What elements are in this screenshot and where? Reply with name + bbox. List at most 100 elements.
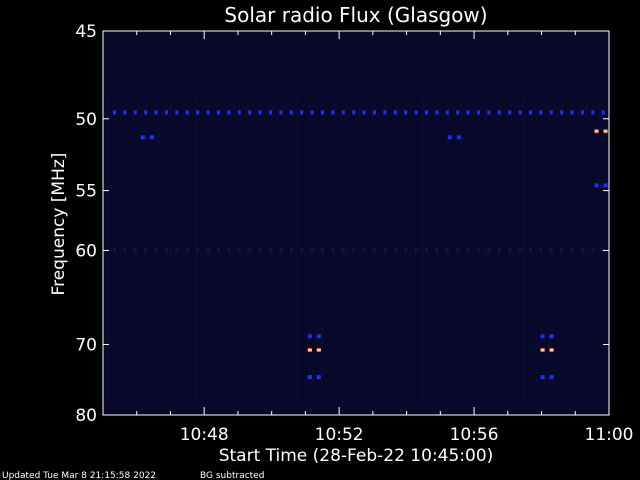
heatmap-band-cell [113,110,116,115]
heatmap-band-cell [165,110,168,115]
heatmap-column-texture [308,91,311,405]
heatmap-band-cell [331,248,335,253]
heatmap-burst-core [594,130,599,133]
heatmap-band-cell [217,248,220,253]
heatmap-band-cell [425,248,428,253]
heatmap-band-cell [549,248,553,253]
heatmap-column-texture [598,91,601,405]
heatmap-band-cell [601,110,605,115]
heatmap-band-cell [560,110,564,115]
heatmap-band-cell [352,110,356,115]
heatmap-burst-cell [540,375,545,380]
x-tick-label: 10:48 [180,425,229,445]
heatmap-column-texture [132,91,135,405]
heatmap-band-cell [362,248,366,253]
heatmap-band-cell [248,110,252,115]
heatmap-burst-cell [549,375,554,380]
heatmap-burst-core [540,349,545,352]
y-tick-label: 50 [75,110,97,130]
heatmap-band-cell [185,110,189,115]
heatmap-band-cell [237,110,241,115]
heatmap-band-cell [581,110,584,115]
heatmap-band-cell [133,110,137,115]
heatmap-band-cell [414,110,418,115]
heatmap-band-cell [279,248,283,253]
heatmap-band-cell [383,248,387,253]
heatmap-band-cell [497,110,501,115]
heatmap-band-cell [300,110,304,115]
heatmap-column-texture [548,91,550,405]
heatmap-band-cell [227,110,231,115]
heatmap-band-cell [383,110,387,115]
heatmap-burst-core [307,349,312,352]
heatmap-band-cell [310,110,314,115]
heatmap-band-cell [508,110,512,115]
heatmap-column-texture [396,91,399,405]
heatmap-column-texture [346,91,349,405]
heatmap-band-cell [518,248,522,253]
heatmap-burst-core [603,130,608,133]
heatmap-band-cell [196,248,200,253]
heatmap-band-cell [341,110,345,115]
heatmap-band-cell [289,248,293,253]
heatmap-band-cell [425,110,428,115]
heatmap-column-texture [157,91,160,405]
heatmap-band-cell [310,248,314,253]
heatmap-column-texture [170,91,172,405]
heatmap-band-cell [175,110,179,115]
heatmap-band-cell [352,248,356,253]
heatmap-column-texture [371,91,374,405]
heatmap-band-cell [508,248,512,253]
heatmap-band-cell [269,248,272,253]
heatmap-band-cell [206,110,210,115]
heatmap-burst-cell [149,135,154,140]
y-tick-label: 80 [75,406,97,426]
heatmap-band-cell [487,248,491,253]
heatmap-band-cell [466,248,470,253]
heatmap-column-texture [434,91,437,405]
heatmap-band-cell [404,110,408,115]
x-tick-label: 10:56 [450,425,499,445]
heatmap-band-cell [560,248,564,253]
heatmap-band-cell [113,248,116,253]
heatmap-band-cell [445,248,449,253]
heatmap-band-cell [154,248,158,253]
footer-note: BG subtracted [200,471,264,480]
heatmap-band-cell [248,248,252,253]
heatmap-column-texture [283,91,286,405]
heatmap-band-cell [393,110,397,115]
heatmap-band-cell [144,110,148,115]
heatmap-band-cell [529,248,532,253]
heatmap-band-cell [539,248,543,253]
heatmap-column-texture [535,91,538,405]
heatmap-burst-core [316,349,321,352]
heatmap-band-cell [529,110,532,115]
heatmap-burst-cell [316,375,321,380]
heatmap-column-texture [485,91,487,405]
heatmap-band-cell [414,248,418,253]
heatmap-column-texture [233,91,235,405]
heatmap-band-cell [477,248,480,253]
heatmap-column-texture [220,91,223,405]
heatmap-band-cell [321,110,324,115]
heatmap-column-texture [119,91,122,405]
heatmap-band-cell [570,248,574,253]
heatmap-band-cell [175,248,179,253]
heatmap-column-texture [422,91,424,405]
heatmap-band-cell [393,248,397,253]
heatmap-column-texture [258,91,261,405]
heatmap-column-texture [459,91,462,405]
heatmap-burst-cell [307,334,312,339]
heatmap-band-cell [341,248,345,253]
y-tick-label: 60 [75,241,97,261]
y-axis-label: Frequency [MHz] [49,153,69,296]
heatmap-band-cell [331,110,335,115]
heatmap-band-cell [258,248,262,253]
y-tick-label: 55 [75,182,97,202]
heatmap-burst-cell [603,183,608,188]
plot-frame [102,30,610,416]
heatmap-column-texture [270,91,273,405]
heatmap-band-cell [289,110,293,115]
heatmap-band-cell [165,248,168,253]
plot-area [103,31,609,415]
